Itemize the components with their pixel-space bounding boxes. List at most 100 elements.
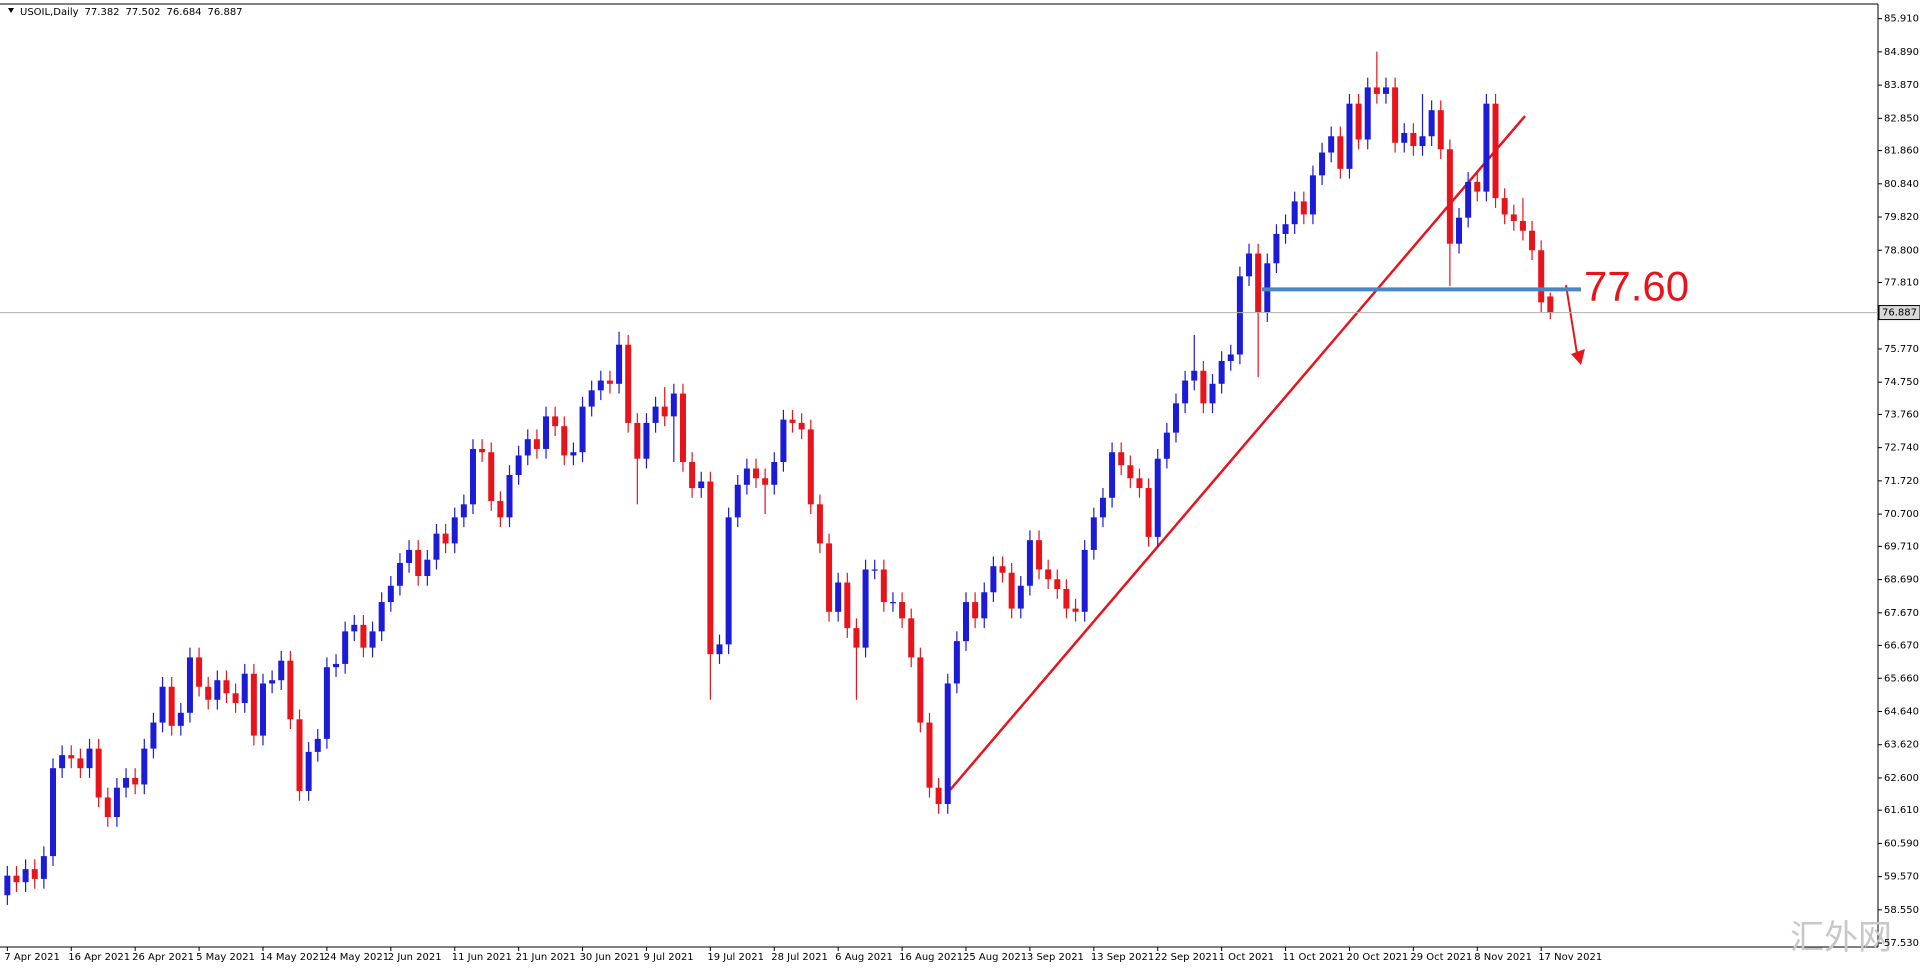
candle-body — [13, 875, 20, 883]
y-tick-label: 85.910 — [1884, 14, 1919, 25]
candle-body — [1483, 103, 1490, 192]
candle-body — [442, 533, 449, 544]
candle-body — [1382, 87, 1389, 94]
menu-triangle[interactable] — [8, 8, 14, 13]
y-tick-label: 59.570 — [1884, 872, 1919, 883]
y-tick-label: 79.820 — [1884, 212, 1919, 223]
y-tick-label: 84.890 — [1884, 47, 1919, 58]
candle-body — [963, 602, 969, 642]
candle-body — [990, 566, 997, 593]
candle-body — [643, 422, 650, 459]
arrow-head — [1571, 349, 1585, 365]
candle-body — [1045, 569, 1052, 580]
candle-body — [1099, 497, 1106, 518]
y-tick-label: 82.850 — [1884, 113, 1919, 124]
x-tick-label: 7 Apr 2021 — [4, 952, 59, 963]
candle-body — [433, 533, 440, 560]
candle-body — [378, 602, 385, 632]
candle-body — [1309, 175, 1316, 215]
candle-body — [1538, 250, 1545, 303]
level-label: 77.60 — [1584, 262, 1689, 309]
candle-body — [543, 416, 550, 449]
y-tick-label: 66.670 — [1884, 640, 1919, 651]
candle-body — [524, 439, 531, 456]
x-tick-label: 11 Oct 2021 — [1283, 952, 1345, 963]
ohlc-value: 76.887 — [208, 7, 243, 18]
x-tick-label: 16 Aug 2021 — [899, 952, 963, 963]
x-tick-label: 29 Oct 2021 — [1410, 952, 1472, 963]
x-tick-label: 8 Nov 2021 — [1474, 952, 1532, 963]
candle-body — [1282, 224, 1289, 234]
candle-body — [40, 856, 47, 879]
candle-body — [1519, 220, 1526, 231]
candle-body — [1300, 201, 1307, 215]
watermark: 汇外网 — [1790, 918, 1892, 958]
candle-body — [1236, 276, 1243, 355]
x-tick-label: 17 Nov 2021 — [1538, 952, 1602, 963]
candle-body — [186, 657, 193, 713]
candle-body — [451, 517, 458, 544]
x-tick-label: 1 Oct 2021 — [1219, 952, 1274, 963]
candle-body — [515, 455, 522, 476]
candle-body — [1346, 103, 1353, 169]
candle-body — [725, 517, 732, 645]
x-tick-label: 6 Aug 2021 — [835, 952, 893, 963]
y-tick-label: 69.710 — [1884, 541, 1919, 552]
candle-body — [469, 448, 476, 505]
candle-body — [771, 461, 778, 485]
candle-body — [579, 406, 586, 453]
candle-body — [22, 869, 29, 883]
candle-body — [1291, 201, 1298, 225]
candle-body — [278, 660, 285, 681]
candle-body — [159, 686, 166, 723]
y-tick-label: 80.840 — [1884, 179, 1919, 190]
candle-body — [670, 393, 677, 417]
candle-body — [479, 448, 486, 453]
candle-body — [50, 768, 56, 857]
candle-body — [1465, 181, 1472, 218]
candle-body — [1501, 198, 1508, 215]
candle-body — [917, 657, 924, 723]
candle-body — [588, 390, 595, 407]
candle-body — [698, 481, 705, 489]
candle-body — [205, 686, 212, 700]
candle-body — [1392, 87, 1399, 143]
candle-body — [488, 452, 495, 502]
candle-body — [1410, 132, 1417, 147]
y-tick-label: 73.760 — [1884, 409, 1919, 420]
candle-body — [342, 631, 349, 664]
candle-body — [597, 380, 604, 391]
x-tick-label: 30 Jun 2021 — [580, 952, 640, 963]
candle-body — [1547, 296, 1554, 313]
candle-body — [497, 501, 504, 518]
candle-body — [241, 673, 248, 704]
candle-body — [871, 569, 878, 571]
candle-body — [369, 631, 376, 648]
candle-body — [123, 777, 130, 788]
x-tick-label: 16 Apr 2021 — [68, 952, 130, 963]
x-tick-label: 13 Sep 2021 — [1091, 952, 1154, 963]
candle-body — [1154, 458, 1161, 537]
candle-body — [1182, 380, 1189, 404]
x-tick-label: 26 Apr 2021 — [132, 952, 194, 963]
candle-body — [1118, 452, 1125, 466]
y-tick-label: 60.590 — [1884, 838, 1919, 849]
symbol-title: USOIL,Daily — [20, 7, 79, 18]
x-tick-label: 24 May 2021 — [324, 952, 389, 963]
ohlc-value: 77.382 — [85, 7, 120, 18]
x-tick-label: 21 Jun 2021 — [516, 952, 576, 963]
candle-body — [570, 452, 577, 456]
candle-body — [223, 680, 230, 694]
candle-body — [177, 712, 184, 726]
candle-body — [1172, 403, 1179, 433]
y-tick-label: 77.810 — [1884, 278, 1919, 289]
candle-body — [944, 683, 951, 805]
candle-body — [104, 797, 111, 818]
candle-body — [1090, 517, 1097, 550]
candle-body — [460, 504, 467, 518]
candle-body — [661, 406, 668, 417]
candle-body — [844, 582, 851, 629]
candle-body — [972, 602, 979, 619]
candle-body — [31, 869, 38, 879]
